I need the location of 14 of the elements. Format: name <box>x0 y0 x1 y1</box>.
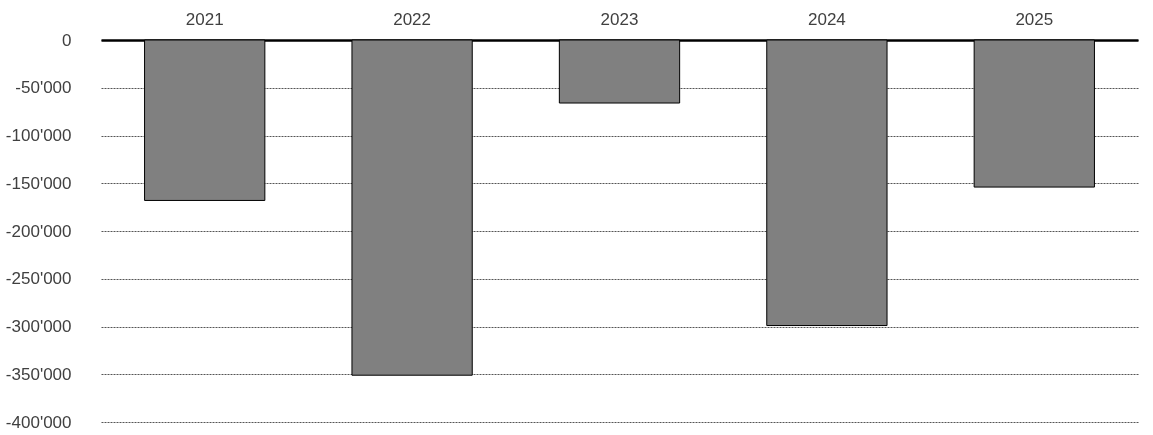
x-tick-label: 2022 <box>393 9 432 29</box>
y-tick-label: -100'000 <box>5 126 72 145</box>
x-tick-label: 2021 <box>185 9 224 29</box>
y-tick-label: -150'000 <box>5 173 72 193</box>
y-tick-label: 0 <box>62 30 72 50</box>
y-tick-label: -350'000 <box>5 364 72 384</box>
y-tick-label: -300'000 <box>5 317 72 336</box>
y-tick-label: -200'000 <box>5 221 72 241</box>
x-tick-label: 2023 <box>600 9 639 29</box>
x-tick-label: 2025 <box>1015 9 1054 29</box>
y-tick-label: -250'000 <box>5 269 72 289</box>
x-tick-label: 2024 <box>807 9 846 29</box>
y-tick-label: -400'000 <box>5 412 72 432</box>
y-tick-label: -50'000 <box>15 78 72 98</box>
